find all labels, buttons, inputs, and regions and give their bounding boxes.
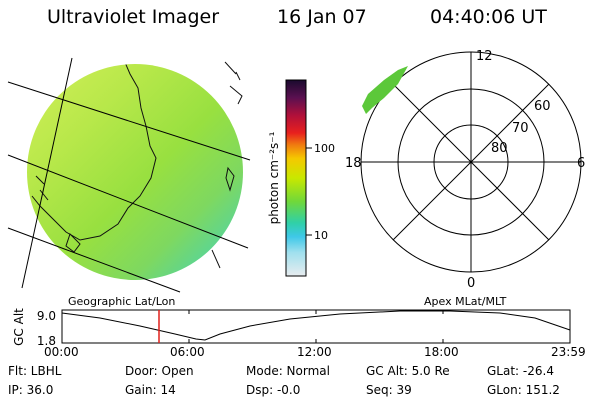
colorbar-unit-label: photon cm⁻²s⁻¹ bbox=[267, 131, 281, 224]
altitude-frame bbox=[61, 309, 571, 344]
grid-line bbox=[7, 81, 251, 161]
lat-label-80: 80 bbox=[491, 141, 508, 156]
altitude-ytick-low: 1.8 bbox=[37, 334, 56, 348]
lat-label-60: 60 bbox=[534, 99, 551, 114]
coastline-fragments bbox=[211, 61, 243, 269]
altitude-plot: GC Alt 9.0 1.8 bbox=[12, 308, 571, 348]
geographic-panel bbox=[7, 57, 251, 293]
instrument-title: Ultraviolet Imager bbox=[47, 6, 220, 28]
coast-detail bbox=[35, 175, 49, 201]
xtick-0000: 00:00 bbox=[44, 345, 79, 359]
info-door: Door: Open bbox=[125, 364, 194, 378]
lat-label-70: 70 bbox=[512, 121, 529, 136]
mlt-label-18: 18 bbox=[345, 156, 362, 171]
mlt-label-6: 6 bbox=[577, 156, 585, 171]
coastline bbox=[31, 64, 157, 241]
polar-panel-label: Apex MLat/MLT bbox=[424, 295, 507, 308]
grid-line bbox=[21, 57, 73, 289]
altitude-curve bbox=[61, 310, 571, 341]
island-outline-east bbox=[225, 166, 235, 192]
geo-panel-label: Geographic Lat/Lon bbox=[68, 295, 176, 308]
mlt-label-12: 12 bbox=[476, 49, 493, 64]
xtick-0600: 06:00 bbox=[170, 345, 205, 359]
time-label: 04:40:06 UT bbox=[430, 6, 547, 28]
island-outline bbox=[65, 233, 81, 253]
info-flt: Flt: LBHL bbox=[8, 364, 62, 378]
grid-line bbox=[7, 227, 181, 293]
date-label: 16 Jan 07 bbox=[277, 6, 367, 28]
mlt-label-0: 0 bbox=[467, 276, 475, 291]
xtick-2359: 23:59 bbox=[551, 345, 586, 359]
xtick-1800: 18:00 bbox=[424, 345, 459, 359]
colorbar-tick-label: 100 bbox=[314, 142, 335, 155]
info-mode: Mode: Normal bbox=[246, 364, 330, 378]
info-ip: IP: 36.0 bbox=[8, 383, 54, 397]
info-gain: Gain: 14 bbox=[125, 383, 176, 397]
altitude-ytick-high: 9.0 bbox=[37, 309, 56, 323]
info-dsp: Dsp: -0.0 bbox=[246, 383, 301, 397]
aurora-oval bbox=[362, 66, 408, 114]
polar-meridian bbox=[392, 83, 550, 241]
info-seq: Seq: 39 bbox=[366, 383, 412, 397]
info-gc-alt: GC Alt: 5.0 Re bbox=[366, 364, 450, 378]
altitude-ylabel: GC Alt bbox=[12, 308, 26, 346]
x-ticks bbox=[188, 310, 444, 343]
colorbar: 100 10 photon cm⁻²s⁻¹ bbox=[267, 79, 335, 277]
xtick-1200: 12:00 bbox=[297, 345, 332, 359]
info-glat: GLat: -26.4 bbox=[487, 364, 554, 378]
colorbar-tick-label: 10 bbox=[314, 229, 328, 242]
info-glon: GLon: 151.2 bbox=[487, 383, 560, 397]
polar-panel: 12 18 6 0 60 70 80 bbox=[345, 49, 585, 291]
aurora-image bbox=[27, 64, 243, 280]
colorbar-gradient bbox=[285, 79, 307, 277]
